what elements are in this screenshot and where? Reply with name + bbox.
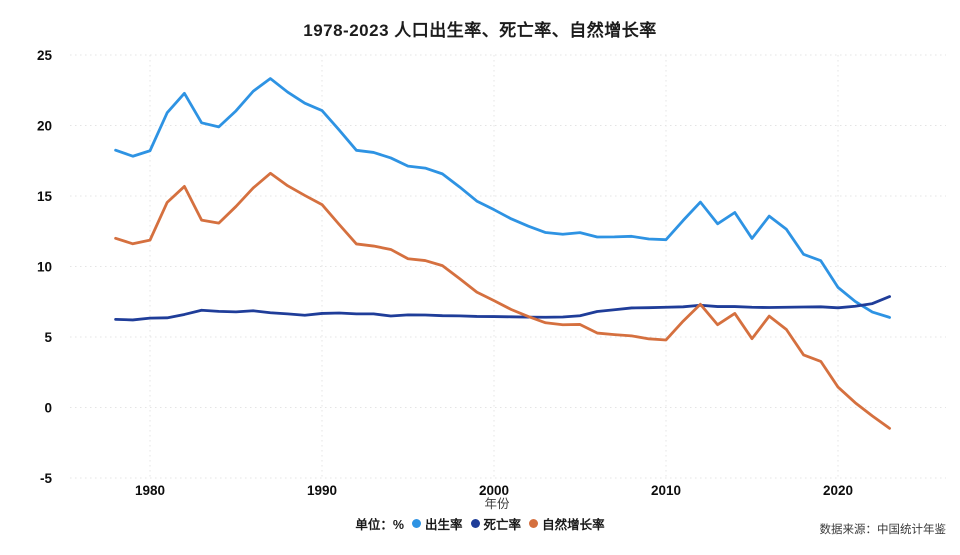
svg-text:15: 15: [37, 189, 53, 204]
legend-item-label: 死亡率: [483, 518, 522, 532]
x-axis-title: 年份: [484, 497, 510, 511]
svg-text:20: 20: [37, 119, 52, 134]
natural-growth-rate-dot-icon: [529, 519, 539, 528]
gridlines: [70, 54, 946, 479]
svg-text:-5: -5: [40, 471, 52, 486]
birth-rate-dot-icon: [412, 519, 422, 528]
chart-title: 1978-2023 人口出生率、死亡率、自然增长率: [303, 21, 657, 40]
data-series-lines: [114, 77, 891, 430]
x-axis-tick-labels: 1980 1990 2000 2010 2020: [135, 483, 853, 498]
svg-text:5: 5: [44, 330, 52, 345]
legend: 单位：% 出生率 死亡率 自然增长率: [0, 514, 960, 533]
svg-text:2020: 2020: [823, 483, 853, 498]
svg-text:2000: 2000: [479, 483, 509, 498]
svg-text:10: 10: [37, 260, 52, 275]
legend-item-birth-rate: 出生率: [412, 514, 463, 533]
svg-text:25: 25: [37, 48, 53, 63]
legend-item-death-rate: 死亡率: [470, 514, 522, 533]
legend-item-label: 自然增长率: [542, 518, 605, 532]
svg-text:1990: 1990: [307, 483, 337, 498]
svg-text:2010: 2010: [651, 483, 681, 498]
svg-text:1980: 1980: [135, 483, 165, 498]
death-rate-dot-icon: [470, 519, 480, 528]
legend-item-label: 出生率: [425, 518, 463, 532]
legend-item-natural-growth-rate: 自然增长率: [529, 514, 605, 533]
y-axis-tick-labels: 25 20 15 10 5 0 -5: [37, 48, 53, 486]
data-source-note: 数据来源：中国统计年鉴: [819, 524, 947, 536]
svg-text:0: 0: [44, 401, 52, 416]
legend-unit-label: 单位：%: [355, 518, 405, 532]
